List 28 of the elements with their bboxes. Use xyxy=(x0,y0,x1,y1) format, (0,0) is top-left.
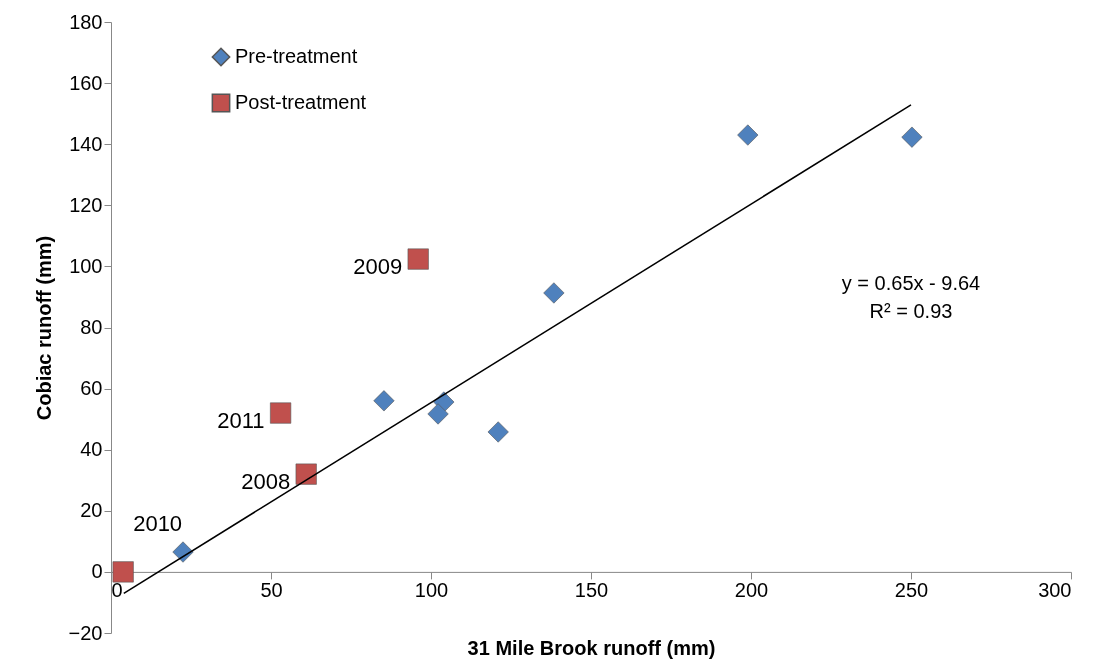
y-tick-label: 100 xyxy=(69,254,103,277)
annotation: y = 0.65x - 9.64 xyxy=(841,272,981,294)
y-tick-label: 160 xyxy=(69,71,103,94)
x-axis-title: 31 Mile Brook runoff (mm) xyxy=(467,637,716,660)
legend-label: Post-treatment xyxy=(235,91,367,113)
x-tick-label: 100 xyxy=(414,579,449,602)
y-tick-label: 40 xyxy=(80,438,103,461)
x-tick-label: 150 xyxy=(574,579,609,602)
annotation: R² = 0.93 xyxy=(869,300,953,322)
annotation: 2011 xyxy=(217,408,265,434)
y-tick-label: 60 xyxy=(80,377,103,400)
y-axis-title: Cobiac runoff (mm) xyxy=(32,235,55,421)
x-tick-label: 200 xyxy=(734,579,769,602)
y-tick-label: 0 xyxy=(91,560,103,583)
x-tick-label: 250 xyxy=(894,579,929,602)
legend-label: Pre-treatment xyxy=(235,45,358,67)
x-tick-label: 300 xyxy=(1038,579,1072,602)
y-tick-label: 140 xyxy=(69,132,103,155)
y-tick-label: 80 xyxy=(80,316,103,338)
annotation: 2008 xyxy=(241,469,291,495)
x-tick-label: 50 xyxy=(260,579,283,602)
y-tick-label: 20 xyxy=(80,499,103,522)
x-tick-label: 0 xyxy=(111,579,123,602)
y-tick-label: 120 xyxy=(69,193,103,216)
y-tick-label: 180 xyxy=(69,10,103,33)
annotation: 2009 xyxy=(353,254,403,280)
y-tick-label: −20 xyxy=(68,621,103,644)
annotation: 2010 xyxy=(133,510,183,536)
